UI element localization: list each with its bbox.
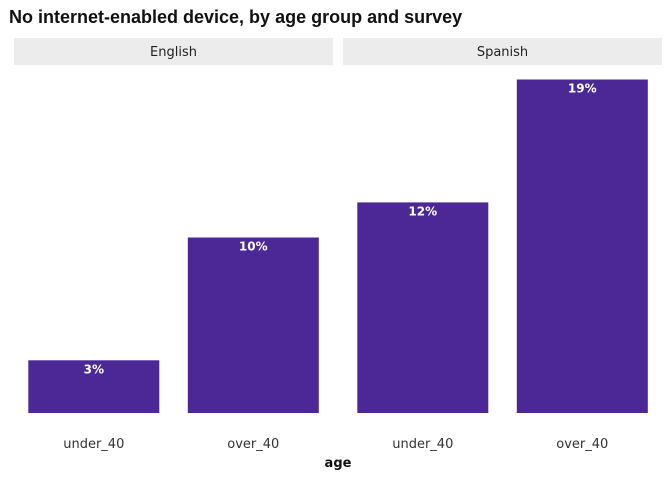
bar-label-spanish-under-40: 12% xyxy=(408,204,437,218)
facet-spanish: Spanish xyxy=(343,38,662,65)
chart-title: No internet-enabled device, by age group… xyxy=(9,7,462,27)
facet-strip-spanish xyxy=(343,38,662,65)
bar-english-under-40 xyxy=(28,360,160,413)
x-tick-label-english-under-40: under_40 xyxy=(63,437,124,452)
x-axis-title: age xyxy=(325,456,352,471)
x-tick-label-english-over-40: over_40 xyxy=(227,437,279,452)
bar-label-spanish-over-40: 19% xyxy=(568,82,597,96)
bar-label-english-over-40: 10% xyxy=(239,240,268,254)
bars-layer: 3% under_40 10% over_40 12% under_40 19% over_4… xyxy=(28,79,648,452)
x-tick-label-spanish-under-40: under_40 xyxy=(392,437,453,452)
bar-spanish-under-40 xyxy=(357,202,489,413)
facet-strip-english xyxy=(14,38,333,65)
bar-spanish-over-40 xyxy=(516,79,648,413)
facet-strip-label-english: English xyxy=(150,45,197,60)
facet-english: English xyxy=(14,38,333,65)
facet-strip-label-spanish: Spanish xyxy=(477,45,528,60)
x-tick-label-spanish-over-40: over_40 xyxy=(556,437,608,452)
bar-english-over-40 xyxy=(187,237,319,413)
bar-label-english-under-40: 3% xyxy=(84,362,104,376)
